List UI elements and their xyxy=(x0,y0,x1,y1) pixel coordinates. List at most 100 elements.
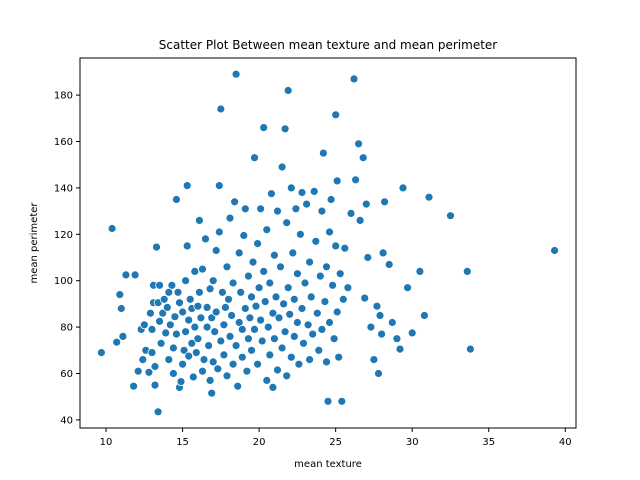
data-point xyxy=(184,351,194,361)
data-point xyxy=(337,396,347,406)
data-point xyxy=(351,175,361,185)
data-point xyxy=(237,324,247,334)
data-point xyxy=(415,266,425,276)
data-point xyxy=(369,355,379,365)
data-point xyxy=(282,371,292,381)
data-point xyxy=(185,294,195,304)
data-point xyxy=(289,331,299,341)
data-point xyxy=(224,294,233,304)
data-point xyxy=(210,327,220,337)
data-point xyxy=(325,227,334,237)
data-point xyxy=(175,298,184,308)
data-point xyxy=(191,348,201,358)
x-tick-label: 15 xyxy=(176,437,189,448)
data-point xyxy=(211,246,221,255)
data-point xyxy=(248,257,258,267)
data-point xyxy=(349,74,359,84)
data-point xyxy=(250,153,259,163)
data-point xyxy=(253,359,263,369)
data-point xyxy=(332,176,342,186)
data-point xyxy=(311,236,321,246)
y-tick-label: 180 xyxy=(54,91,73,102)
data-point xyxy=(280,124,290,134)
data-point xyxy=(220,302,230,312)
data-point xyxy=(250,324,259,334)
data-point xyxy=(398,183,408,193)
data-point xyxy=(158,308,168,318)
data-point xyxy=(328,280,338,290)
chart-title: Scatter Plot Between mean texture and me… xyxy=(159,38,498,52)
data-point xyxy=(167,280,177,290)
x-tick-label: 40 xyxy=(559,437,572,448)
data-point xyxy=(276,262,285,272)
data-point xyxy=(152,242,161,252)
data-point xyxy=(204,341,214,351)
data-point xyxy=(155,280,165,290)
data-point xyxy=(121,270,131,280)
data-point xyxy=(273,365,282,375)
data-point xyxy=(242,366,252,376)
data-point xyxy=(194,287,204,297)
data-point xyxy=(282,218,292,228)
data-point xyxy=(289,294,299,304)
data-point xyxy=(268,308,278,318)
data-point xyxy=(288,248,298,258)
data-point xyxy=(446,211,455,221)
data-point xyxy=(299,338,308,348)
data-point xyxy=(334,352,344,362)
data-point xyxy=(130,270,140,280)
y-tick-label: 80 xyxy=(60,323,73,334)
data-point xyxy=(211,307,221,317)
data-point xyxy=(217,287,227,297)
data-point xyxy=(268,382,278,392)
data-point xyxy=(179,345,189,355)
y-tick-label: 100 xyxy=(54,276,73,287)
data-point xyxy=(322,357,331,367)
data-point xyxy=(188,372,198,382)
data-point xyxy=(182,241,192,251)
data-point xyxy=(222,371,232,381)
data-point xyxy=(308,329,318,339)
data-point xyxy=(176,377,186,387)
data-point xyxy=(187,338,197,348)
data-point xyxy=(325,318,334,327)
data-point xyxy=(178,359,188,369)
data-point xyxy=(138,355,148,365)
data-point xyxy=(279,299,289,309)
data-point xyxy=(202,302,212,312)
data-point xyxy=(262,375,272,385)
data-point xyxy=(97,348,106,358)
data-point xyxy=(292,318,302,327)
data-point xyxy=(354,139,364,149)
data-point xyxy=(280,327,290,337)
data-point xyxy=(233,381,243,391)
data-point xyxy=(115,290,125,300)
data-point xyxy=(465,344,475,354)
data-point xyxy=(375,311,385,320)
data-point xyxy=(243,271,253,281)
x-tick-label: 25 xyxy=(329,437,342,448)
data-point xyxy=(323,396,333,406)
data-point xyxy=(198,264,207,274)
data-point xyxy=(322,262,331,272)
data-point xyxy=(216,104,226,114)
y-tick-label: 40 xyxy=(60,415,73,426)
x-tick-label: 35 xyxy=(482,437,495,448)
data-point xyxy=(331,110,341,120)
data-point xyxy=(147,324,157,334)
data-point xyxy=(286,352,296,362)
data-point xyxy=(266,189,276,199)
data-point xyxy=(384,260,394,269)
data-point xyxy=(190,322,200,332)
y-axis-label: mean perimeter xyxy=(29,202,40,284)
data-point xyxy=(216,336,226,346)
data-point xyxy=(208,276,218,286)
data-point xyxy=(239,231,249,240)
data-point xyxy=(145,308,155,318)
data-point xyxy=(331,241,341,251)
data-point xyxy=(363,253,373,262)
data-point xyxy=(392,334,402,344)
data-point xyxy=(219,320,229,330)
x-axis: 10 15 20 25 30 35 40 xyxy=(100,428,572,448)
data-point xyxy=(133,366,143,376)
